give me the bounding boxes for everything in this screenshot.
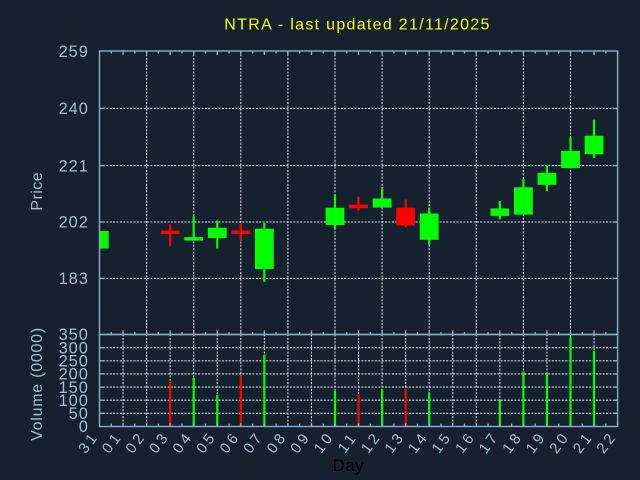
svg-text:300: 300: [59, 339, 89, 357]
svg-text:Price: Price: [29, 172, 46, 211]
svg-text:259: 259: [59, 43, 89, 61]
svg-text:Volume (0000): Volume (0000): [29, 327, 46, 441]
svg-text:100: 100: [59, 392, 89, 410]
svg-text:183: 183: [59, 270, 89, 288]
svg-text:250: 250: [59, 353, 89, 371]
svg-text:0: 0: [79, 418, 89, 436]
svg-text:202: 202: [59, 214, 89, 232]
svg-text:NTRA - last updated 21/11/2025: NTRA - last updated 21/11/2025: [224, 16, 490, 33]
svg-text:50: 50: [69, 405, 89, 423]
svg-text:200: 200: [59, 366, 89, 384]
svg-text:221: 221: [59, 157, 89, 175]
svg-text:Day: Day: [333, 456, 365, 475]
svg-text:150: 150: [59, 379, 89, 397]
svg-text:350: 350: [59, 326, 89, 344]
svg-text:240: 240: [59, 100, 89, 118]
